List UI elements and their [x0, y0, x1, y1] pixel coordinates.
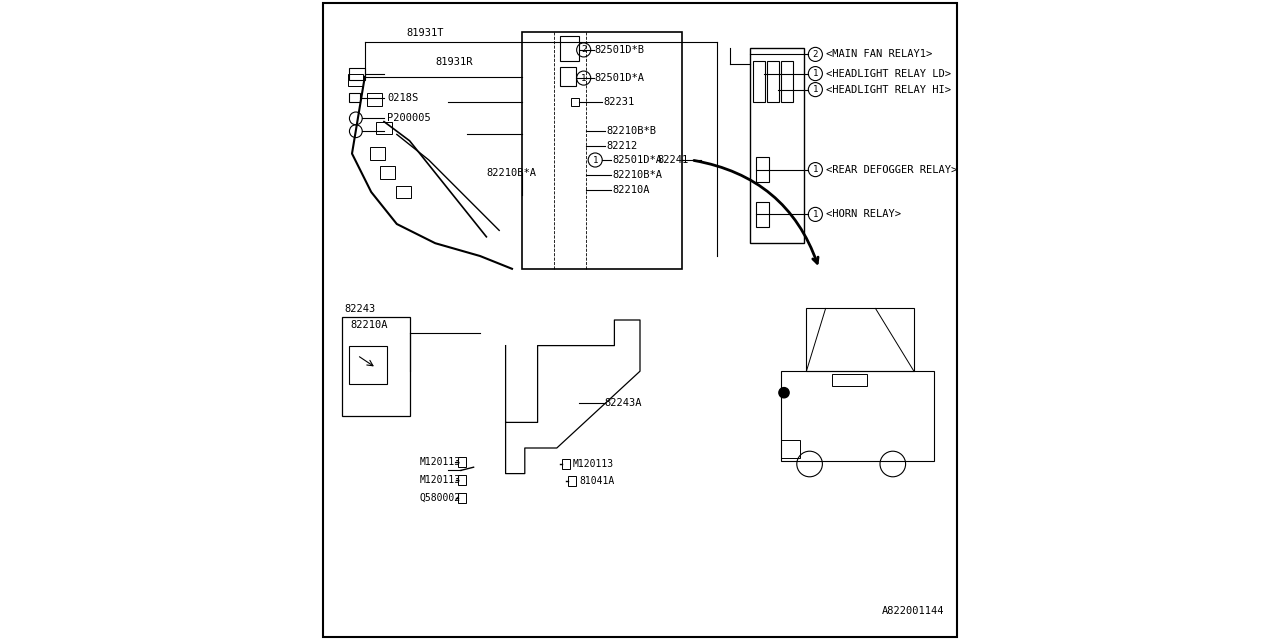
Text: 2: 2 [813, 50, 818, 59]
Text: <MAIN FAN RELAY1>: <MAIN FAN RELAY1> [826, 49, 932, 60]
Text: 1: 1 [813, 165, 818, 174]
Circle shape [778, 388, 788, 398]
Text: A822001144: A822001144 [882, 605, 945, 616]
Text: <HEADLIGHT RELAY LD>: <HEADLIGHT RELAY LD> [826, 68, 951, 79]
Text: 81041A: 81041A [580, 476, 614, 486]
Bar [568, 476, 576, 486]
Text: 82501D*A: 82501D*A [594, 73, 644, 83]
Bar [458, 475, 466, 485]
Bar [753, 61, 765, 102]
Bar [750, 48, 805, 243]
Bar [396, 186, 411, 198]
Bar [756, 157, 769, 182]
Text: 1: 1 [813, 85, 818, 94]
Bar [367, 93, 383, 106]
Bar [768, 61, 778, 102]
Text: Q580002: Q580002 [420, 493, 461, 503]
Text: 82210B*A: 82210B*A [613, 170, 663, 180]
Bar [370, 147, 385, 160]
Text: 82231: 82231 [603, 97, 634, 107]
Bar [348, 93, 361, 102]
Text: <REAR DEFOGGER RELAY>: <REAR DEFOGGER RELAY> [826, 164, 957, 175]
Text: 82212: 82212 [607, 141, 637, 151]
Bar [458, 457, 466, 467]
Bar [458, 493, 466, 503]
Text: 82210A: 82210A [613, 185, 650, 195]
Text: 82210B*A: 82210B*A [486, 168, 536, 178]
Bar [376, 122, 392, 134]
Text: 81931R: 81931R [435, 56, 472, 67]
Text: 82210B*B: 82210B*B [607, 126, 657, 136]
Bar [781, 440, 800, 458]
Text: M120113: M120113 [573, 459, 614, 469]
Bar [561, 67, 576, 86]
Text: M120113: M120113 [420, 457, 461, 467]
Text: <HORN RELAY>: <HORN RELAY> [826, 209, 901, 220]
Bar [348, 74, 364, 86]
Bar [571, 98, 579, 106]
Bar [781, 371, 934, 461]
Text: 81931T: 81931T [407, 28, 444, 38]
Text: 1: 1 [593, 156, 598, 164]
Bar [562, 459, 570, 469]
Bar [756, 202, 769, 227]
Text: 82243: 82243 [344, 303, 375, 314]
Text: M120113: M120113 [420, 475, 461, 485]
Bar [348, 68, 365, 80]
Text: P200005: P200005 [387, 113, 431, 124]
Text: 82210A: 82210A [351, 319, 388, 330]
Text: <HEADLIGHT RELAY HI>: <HEADLIGHT RELAY HI> [826, 84, 951, 95]
Bar [561, 36, 580, 61]
Bar [781, 61, 794, 102]
Bar [522, 32, 682, 269]
Text: 82243A: 82243A [604, 398, 643, 408]
Text: 1: 1 [581, 74, 586, 83]
Text: 1: 1 [813, 69, 818, 78]
Text: 82241: 82241 [658, 155, 689, 165]
Bar [348, 346, 387, 384]
Text: 0218S: 0218S [387, 93, 419, 103]
Text: 2: 2 [581, 45, 586, 54]
Bar [806, 308, 914, 371]
Bar [343, 317, 410, 416]
Text: 82501D*A: 82501D*A [613, 155, 663, 165]
Text: 1: 1 [813, 210, 818, 219]
Bar [832, 374, 868, 385]
Bar [379, 166, 394, 179]
Text: 82501D*B: 82501D*B [594, 45, 644, 55]
